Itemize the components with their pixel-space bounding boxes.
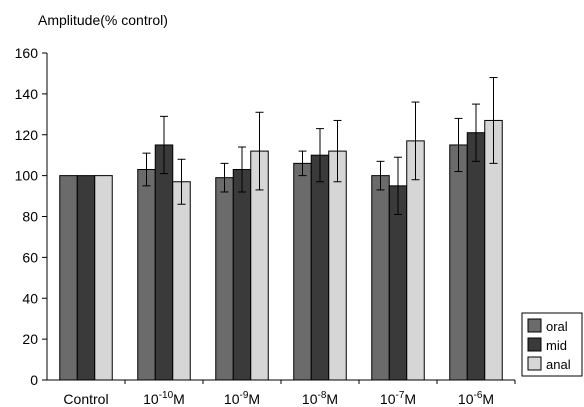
bar-anal (94, 175, 113, 381)
bars-group (59, 119, 503, 381)
y-axis-label: Amplitude(% control) (38, 12, 168, 28)
bar-oral (59, 175, 78, 381)
y-axis: 0 20 40 60 80 100 120 140 160 (15, 45, 48, 388)
legend-label-anal: anal (546, 357, 571, 372)
y-tick-label: 0 (30, 372, 38, 388)
bar-mid (466, 132, 486, 381)
legend-swatch-mid (527, 337, 542, 352)
x-tick-label: 10-10M (143, 390, 185, 407)
bar-mid (232, 168, 252, 381)
legend: oral mid anal (521, 312, 583, 377)
bar-mid (154, 144, 174, 381)
x-tick-label: 10-6M (458, 390, 494, 407)
error-bars-group (142, 77, 498, 215)
y-tick-label: 20 (22, 331, 38, 347)
y-tick-label: 60 (22, 249, 38, 265)
bar-mid (76, 175, 96, 381)
bar-anal (172, 181, 191, 381)
x-tick-label: 10-7M (380, 390, 416, 407)
y-tick-label: 40 (22, 290, 38, 306)
y-tick-label: 160 (15, 45, 39, 61)
x-tick-label: 10-9M (224, 390, 260, 407)
legend-label-oral: oral (546, 319, 568, 334)
bar-oral (293, 162, 312, 381)
y-tick-label: 100 (15, 168, 39, 184)
bar-anal (328, 150, 347, 381)
bar-oral (371, 175, 390, 381)
bar-oral (137, 168, 156, 381)
x-tick-label: Control (63, 391, 108, 407)
y-tick-label: 80 (22, 209, 38, 225)
legend-swatch-oral (527, 318, 542, 333)
x-tick-label: 10-8M (302, 390, 338, 407)
bar-mid (310, 154, 330, 381)
bar-mid (388, 185, 408, 381)
legend-swatch-anal (527, 356, 542, 371)
y-tick-label: 120 (15, 127, 39, 143)
legend-label-mid: mid (546, 338, 567, 353)
bar-oral (449, 144, 468, 381)
y-tick-label: 140 (15, 86, 39, 102)
bar-oral (215, 177, 234, 381)
x-axis: Control 10-10M 10-9M 10-8M 10-7M 10-6M (47, 379, 516, 407)
